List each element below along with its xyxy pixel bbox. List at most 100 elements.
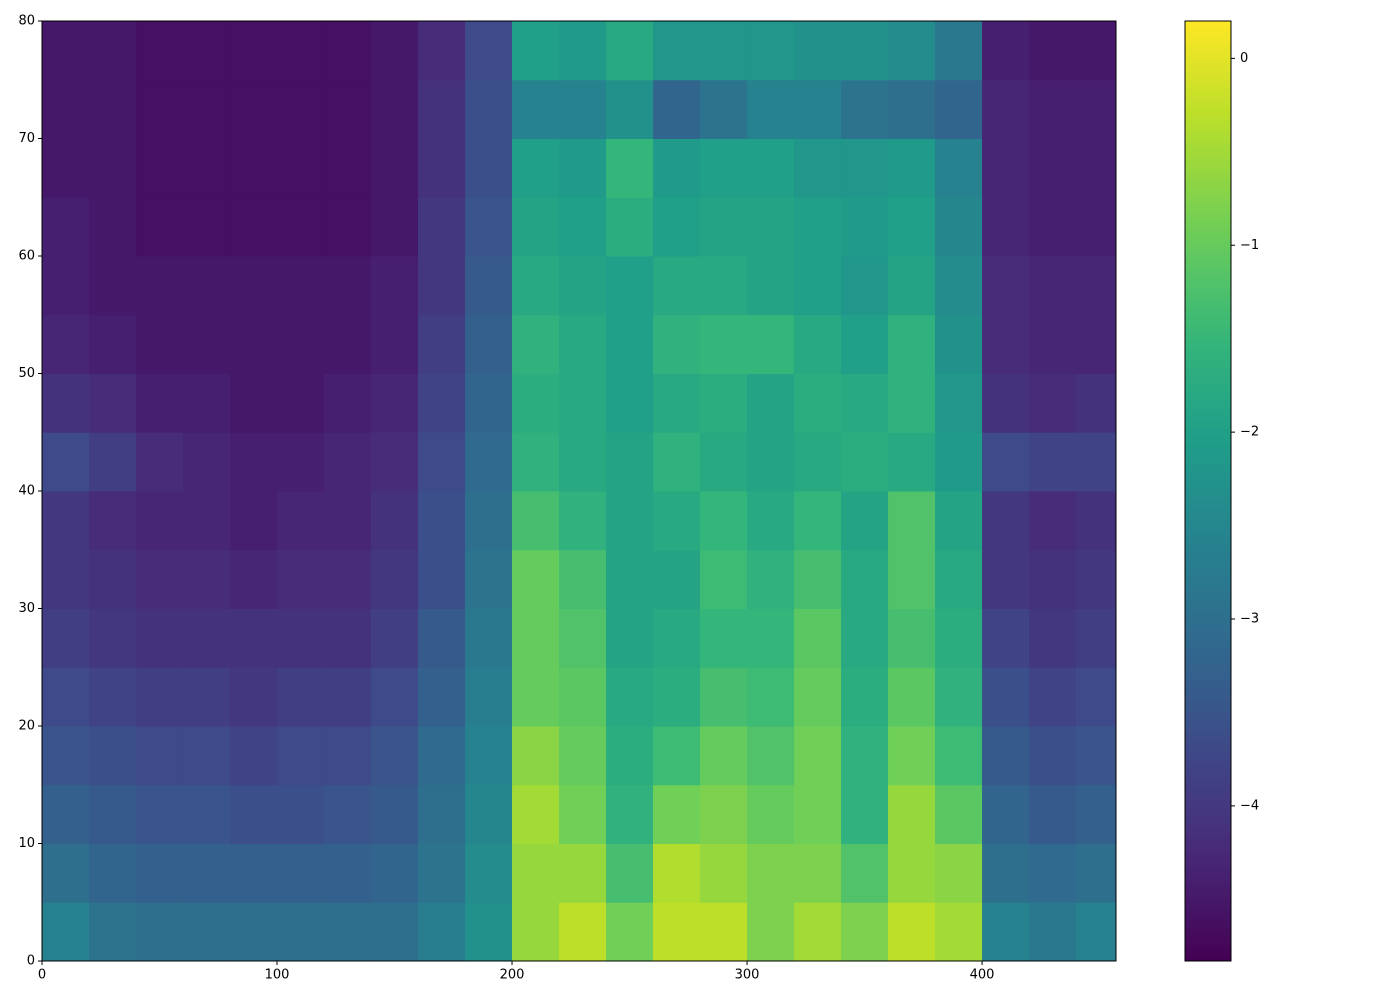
- heat-cell: [230, 608, 278, 668]
- heat-cell: [183, 138, 231, 198]
- heat-cell: [606, 256, 654, 316]
- heat-cell: [700, 843, 748, 903]
- heat-cell: [841, 726, 889, 786]
- heat-cell: [418, 491, 466, 551]
- heat-cell: [230, 314, 278, 374]
- heat-cell: [935, 902, 983, 962]
- heat-cell: [982, 608, 1030, 668]
- y-tick-label: 50: [18, 366, 35, 381]
- heat-cell: [371, 314, 419, 374]
- heat-cell: [606, 432, 654, 492]
- heat-cell: [841, 21, 889, 81]
- heat-cell: [888, 726, 936, 786]
- heat-cell: [89, 138, 137, 198]
- heat-cell: [888, 314, 936, 374]
- heat-cell: [465, 197, 513, 257]
- heat-cell: [841, 314, 889, 374]
- heat-cell: [371, 667, 419, 727]
- heat-cell: [42, 608, 90, 668]
- heat-cell: [136, 79, 184, 139]
- heat-cell: [230, 197, 278, 257]
- heat-cell: [371, 256, 419, 316]
- heat-cell: [559, 491, 607, 551]
- heat-cell: [277, 784, 325, 844]
- heat-cell: [277, 843, 325, 903]
- heat-cell: [935, 784, 983, 844]
- heat-cell: [841, 667, 889, 727]
- heat-cell: [512, 373, 560, 433]
- heat-cell: [794, 784, 842, 844]
- heat-cell: [371, 902, 419, 962]
- heat-cell: [747, 608, 795, 668]
- heat-cell: [277, 197, 325, 257]
- heat-cell: [277, 314, 325, 374]
- heat-cell: [794, 843, 842, 903]
- heat-cell: [935, 608, 983, 668]
- x-tick-label: 100: [265, 968, 290, 983]
- heat-cell: [559, 138, 607, 198]
- heat-cell: [841, 549, 889, 609]
- heat-cell: [42, 902, 90, 962]
- heat-cell: [700, 314, 748, 374]
- heat-cell: [42, 138, 90, 198]
- heat-cell: [42, 79, 90, 139]
- heat-cell: [465, 491, 513, 551]
- heat-cell: [465, 549, 513, 609]
- heat-cell: [324, 667, 372, 727]
- heat-cell: [1029, 549, 1077, 609]
- heat-cell: [888, 21, 936, 81]
- heat-cell: [653, 491, 701, 551]
- heat-cell: [935, 138, 983, 198]
- heat-cell: [700, 256, 748, 316]
- heat-cell: [606, 79, 654, 139]
- heat-cell: [1076, 432, 1117, 492]
- heat-cell: [606, 726, 654, 786]
- heat-cell: [512, 432, 560, 492]
- y-tick-label: 60: [18, 249, 35, 264]
- heat-cell: [559, 432, 607, 492]
- heat-cell: [606, 549, 654, 609]
- heat-cell: [136, 608, 184, 668]
- heat-cell: [42, 726, 90, 786]
- heat-cell: [982, 373, 1030, 433]
- heat-cell: [982, 197, 1030, 257]
- heat-cell: [89, 667, 137, 727]
- heat-cell: [42, 197, 90, 257]
- heat-cell: [89, 549, 137, 609]
- heat-cell: [794, 197, 842, 257]
- heat-cell: [653, 373, 701, 433]
- heat-cell: [700, 784, 748, 844]
- heat-cell: [183, 549, 231, 609]
- heat-cell: [841, 608, 889, 668]
- heat-cell: [559, 79, 607, 139]
- heat-cell: [277, 491, 325, 551]
- heat-cell: [89, 79, 137, 139]
- heat-cell: [1029, 256, 1077, 316]
- heat-cell: [324, 432, 372, 492]
- heat-cell: [794, 21, 842, 81]
- heat-cell: [465, 784, 513, 844]
- heat-cell: [888, 549, 936, 609]
- heat-cell: [1029, 21, 1077, 81]
- heat-cell: [606, 314, 654, 374]
- heat-cell: [888, 902, 936, 962]
- heat-cell: [1029, 902, 1077, 962]
- heat-cell: [136, 138, 184, 198]
- heat-cell: [89, 432, 137, 492]
- heat-cell: [277, 138, 325, 198]
- heat-cell: [606, 138, 654, 198]
- heat-cell: [888, 784, 936, 844]
- heat-cell: [418, 138, 466, 198]
- heat-cell: [277, 726, 325, 786]
- heat-cell: [136, 549, 184, 609]
- heat-cell: [653, 314, 701, 374]
- heat-cell: [1076, 314, 1117, 374]
- heat-cell: [512, 608, 560, 668]
- heat-cell: [136, 373, 184, 433]
- heat-cell: [465, 843, 513, 903]
- heat-cell: [1029, 608, 1077, 668]
- y-tick-label: 20: [18, 719, 35, 734]
- heat-cell: [136, 843, 184, 903]
- heat-cell: [371, 549, 419, 609]
